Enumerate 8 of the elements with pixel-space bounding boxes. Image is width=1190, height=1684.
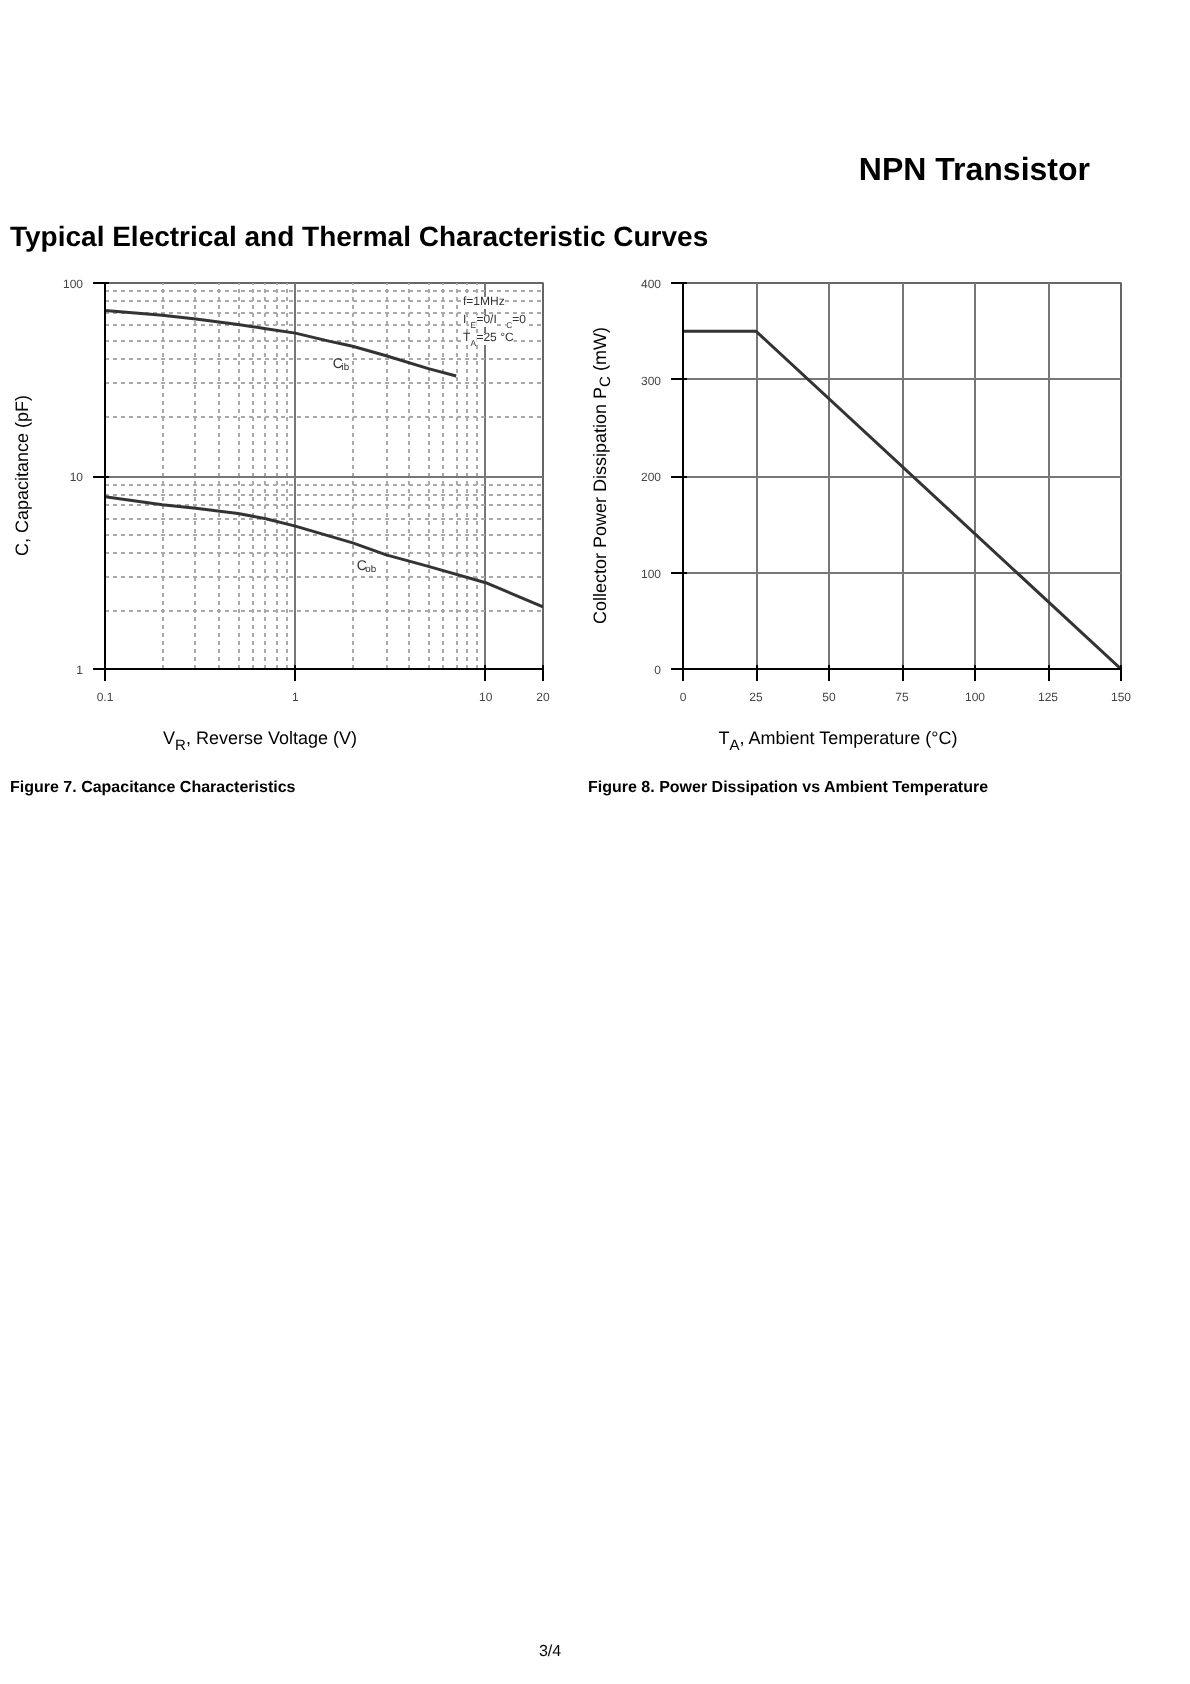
text: NPN Transistor: [858, 154, 1090, 188]
y-axis-title: C, Capacitance (pF): [10, 393, 34, 561]
text: 3/4: [536, 1639, 564, 1663]
x-axis-title: V$_{R}$, Reverse Voltage (V): [161, 725, 359, 757]
chart-subtitle: Typical Electrical and Thermal Characteristic Curves: [10, 219, 709, 252]
text: Figure 7. Capacitance Characteristics: [10, 778, 296, 797]
text: Figure 8. Power Dissipation vs Ambient Temperature: [588, 778, 989, 797]
x-axis-title: T$_{A}$, Ambient Temperature (°C): [716, 725, 960, 757]
